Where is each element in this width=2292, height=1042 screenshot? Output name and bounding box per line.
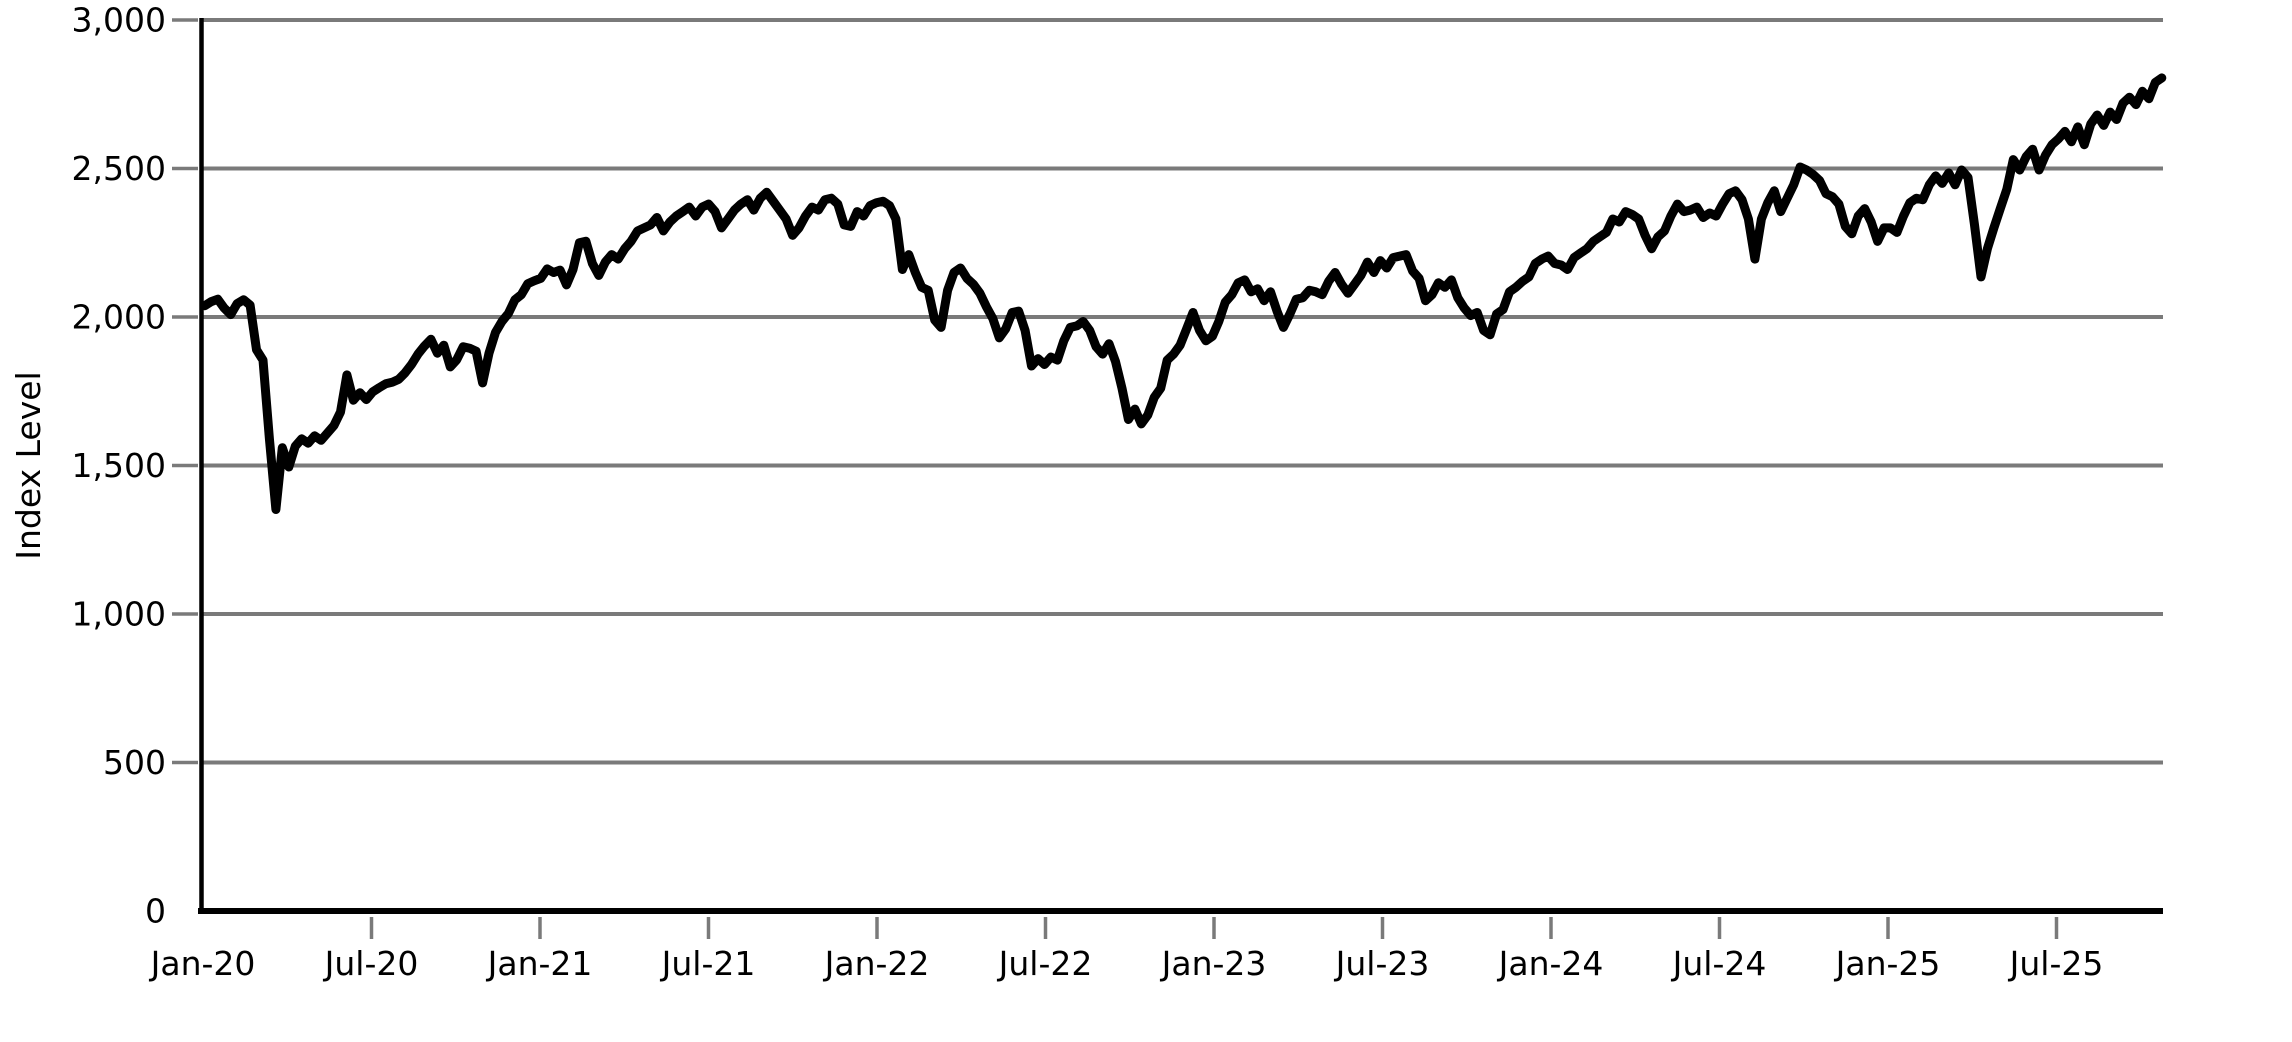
x-tick-label: Jul-22	[997, 944, 1093, 983]
x-tick-label: Jan-24	[1497, 944, 1604, 983]
y-tick-label: 2,500	[72, 149, 166, 188]
x-tick-label: Jul-20	[323, 944, 419, 983]
y-tick-label: 500	[103, 743, 166, 782]
x-tick-label: Jul-21	[660, 944, 756, 983]
y-tick-label: 1,500	[72, 446, 166, 485]
y-tick-label: 0	[145, 892, 166, 931]
x-tick-label: Jul-25	[2008, 944, 2104, 983]
x-tick-label: Jan-22	[823, 944, 930, 983]
index-level-line	[200, 73, 2167, 514]
y-tick-label: 1,000	[72, 595, 166, 634]
x-tick-label: Jan-23	[1160, 944, 1267, 983]
x-tick-label: Jul-23	[1334, 944, 1430, 983]
y-tick-label: 3,000	[72, 1, 166, 40]
x-tick-label: Jan-21	[486, 944, 593, 983]
y-axis-title: Index Level	[9, 371, 48, 559]
x-tick-label: Jul-24	[1671, 944, 1767, 983]
x-tick-label: Jan-25	[1834, 944, 1941, 983]
x-tick-label: Jan-20	[149, 944, 256, 983]
y-tick-label: 2,000	[72, 298, 166, 337]
